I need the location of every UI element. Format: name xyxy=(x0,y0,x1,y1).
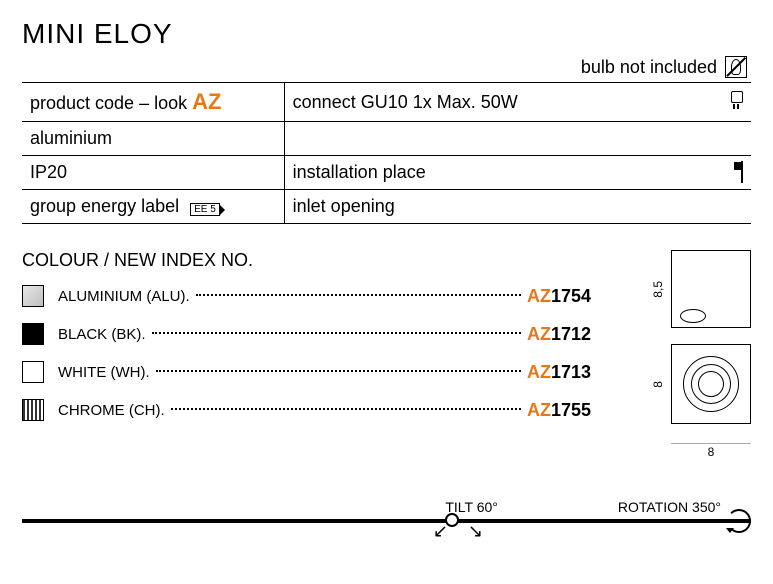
spec-inlet: inlet opening xyxy=(284,190,721,224)
index-number: AZ1755 xyxy=(527,400,591,421)
spec-product-code: product code – look AZ xyxy=(22,83,284,122)
spec-label: product code – look xyxy=(30,93,192,113)
colour-swatch xyxy=(22,399,44,421)
movement-bar: ↙↘ xyxy=(22,519,751,523)
colour-block: COLOUR / NEW INDEX NO. ALUMINIUM (ALU).A… xyxy=(22,250,591,459)
colour-row: CHROME (CH). AZ1755 xyxy=(22,399,591,421)
leader-dots xyxy=(196,294,521,296)
leader-dots xyxy=(171,408,521,410)
colour-row: ALUMINIUM (ALU). AZ1754 xyxy=(22,285,591,307)
spec-connect: connect GU10 1x Max. 50W xyxy=(284,83,721,122)
leader-dots xyxy=(156,370,521,372)
dimension-drawings: 8,5 8 8 xyxy=(611,250,751,459)
no-bulb-icon xyxy=(725,56,747,78)
spec-install: installation place xyxy=(284,156,721,190)
leader-dots xyxy=(152,332,521,334)
colour-row: WHITE (WH). AZ1713 xyxy=(22,361,591,383)
ee-badge: EE 5 xyxy=(190,203,220,216)
rotation-arrow-icon xyxy=(727,509,751,533)
rotation-label: ROTATION 350° xyxy=(618,499,721,515)
colour-row: BLACK (BK). AZ1712 xyxy=(22,323,591,345)
bottom-view-icon xyxy=(671,344,751,424)
colour-swatch xyxy=(22,323,44,345)
colour-swatch xyxy=(22,361,44,383)
index-number: AZ1713 xyxy=(527,362,591,383)
dim-width: 8 xyxy=(671,444,751,459)
spec-table: product code – look AZ connect GU10 1x M… xyxy=(22,83,751,224)
gu10-icon xyxy=(729,91,743,109)
index-number: AZ1712 xyxy=(527,324,591,345)
tilt-arrows-icon: ↙↘ xyxy=(433,521,483,542)
colour-name: WHITE (WH). xyxy=(58,364,150,381)
dim-height-2: 8 xyxy=(651,381,665,388)
install-icon xyxy=(741,161,743,183)
colour-name: BLACK (BK). xyxy=(58,326,146,343)
spec-energy: group energy label EE 5 xyxy=(22,190,284,224)
note-line: bulb not included xyxy=(22,56,751,83)
colour-swatch xyxy=(22,285,44,307)
product-title: MINI ELOY xyxy=(22,18,751,50)
movement-spec: TILT 60° ROTATION 350° ↙↘ xyxy=(22,499,751,523)
colour-name: ALUMINIUM (ALU). xyxy=(58,288,190,305)
index-number: AZ1754 xyxy=(527,286,591,307)
spec-label: group energy label xyxy=(30,196,179,216)
bulb-note: bulb not included xyxy=(581,57,717,78)
dim-height-1: 8,5 xyxy=(651,281,665,298)
colour-name: CHROME (CH). xyxy=(58,402,165,419)
az-highlight: AZ xyxy=(192,89,221,114)
spec-material: aluminium xyxy=(22,122,284,156)
spec-ip: IP20 xyxy=(22,156,284,190)
colour-title: COLOUR / NEW INDEX NO. xyxy=(22,250,591,271)
side-view-icon xyxy=(671,250,751,328)
